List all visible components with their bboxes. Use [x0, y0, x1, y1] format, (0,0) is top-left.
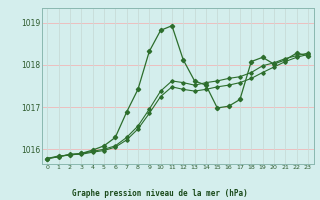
Text: Graphe pression niveau de la mer (hPa): Graphe pression niveau de la mer (hPa) [72, 189, 248, 198]
